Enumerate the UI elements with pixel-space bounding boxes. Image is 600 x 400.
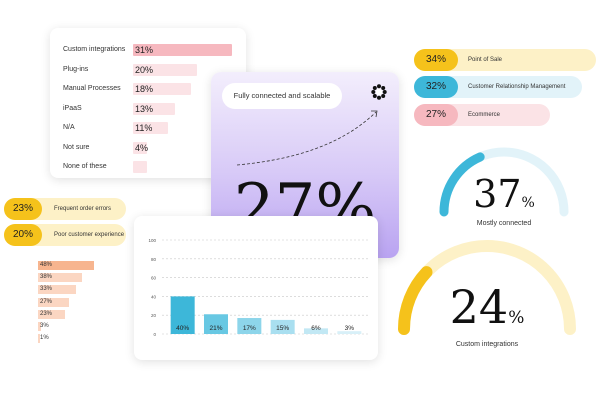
highlight-caption: Fully connected and scalable: [233, 91, 331, 100]
mini-bar: [38, 322, 42, 331]
mini-bar-value-label: 38%: [40, 274, 53, 281]
pill-label: Poor customer experience: [54, 232, 125, 238]
hbar-category-label: Custom integrations: [63, 46, 126, 53]
hbar-bar: [133, 83, 191, 95]
vbar-bar: [170, 296, 195, 334]
gauge1-unit: %: [521, 195, 535, 211]
mini-bar-value-label: 3%: [40, 323, 49, 329]
hbar-value-label: 4%: [135, 142, 149, 153]
gauge2-label: Custom integrations: [455, 341, 519, 348]
mini-bar: [38, 273, 83, 283]
gauge-fill: [398, 266, 433, 335]
mini-bar-value-label: 48%: [40, 262, 53, 268]
gauge2-readout: 24%: [392, 280, 582, 334]
hbar-value-label: 11%: [135, 123, 153, 133]
vbar-bar: [337, 331, 362, 334]
mini-bar-value-label: 27%: [40, 298, 53, 305]
gauge-fill: [439, 152, 485, 217]
hbar-bar: [133, 44, 233, 56]
pill-value: 34%: [414, 49, 458, 71]
gauge-mostly-connected: [439, 147, 569, 217]
hbar-row: Manual Processes 18%: [63, 82, 243, 96]
mini-bar: [38, 297, 70, 307]
hbar-bar: [133, 161, 147, 173]
hbar-bar: [133, 141, 147, 154]
vbar-value-label: 17%: [243, 325, 256, 332]
hbar-category-label: Manual Processes: [63, 85, 121, 92]
vertical-bar-chart: 100 80 60 40 20 0 40% 21% 17% 15% 6% 3%: [148, 238, 370, 337]
hbar-row: iPaaS 13%: [63, 102, 243, 116]
hbar-category-label: None of these: [63, 163, 107, 170]
hbar-value-label: 20%: [135, 64, 154, 75]
pill-label: Frequent order errors: [54, 206, 112, 212]
vbar-value-label: 21%: [209, 325, 222, 332]
vertical-bar-card: 100 80 60 40 20 0 40% 21% 17% 15% 6% 3%: [134, 216, 378, 360]
y-tick-label: 60: [151, 276, 157, 281]
vbar-bar: [270, 319, 295, 334]
trend-curve: [236, 110, 378, 166]
mini-bar: [38, 261, 94, 270]
burst-icon: [371, 84, 387, 100]
mini-bar-value-label: 33%: [40, 286, 53, 293]
hbar-value-label: 18%: [135, 84, 154, 94]
highlight-caption-pill: Fully connected and scalable: [222, 83, 342, 109]
y-tick-label: 100: [148, 238, 156, 243]
gauge1-readout: 37%: [434, 172, 574, 216]
pill-value: 32%: [414, 76, 458, 98]
vbar-value-label: 15%: [276, 325, 289, 332]
vbar-bar: [204, 314, 228, 334]
gauge1-value: 37: [473, 172, 522, 216]
pill-label: Customer Relationship Management: [468, 84, 566, 90]
pill-value: 27%: [414, 104, 458, 126]
pill-item: 23% Frequent order errors: [4, 198, 126, 220]
mini-bar: [38, 334, 40, 344]
hbar-bar: [133, 122, 169, 134]
y-tick-label: 20: [151, 313, 157, 318]
gauge-custom-integrations: [398, 240, 576, 335]
mini-bar: [38, 285, 77, 295]
hbar-category-label: N/A: [63, 124, 75, 131]
gauge2-value: 24: [449, 280, 509, 334]
mini-bar-value-label: 1%: [40, 335, 49, 342]
pill-value: 23%: [4, 198, 42, 220]
hbar-value-label: 31%: [135, 45, 154, 55]
hbar-row: Custom integrations 31%: [63, 43, 243, 57]
hbar-row: N/A 11%: [63, 121, 243, 135]
orange-bar-chart: 48% 38% 33% 27% 23% 3% 1%: [0, 258, 120, 348]
hbar-bar: [133, 102, 175, 115]
pill-value: 20%: [4, 224, 42, 246]
hbar-category-label: iPaaS: [63, 104, 82, 112]
mini-bar: [38, 309, 65, 319]
y-tick-label: 0: [153, 332, 156, 337]
pill-item: 34% Point of Sale: [414, 49, 596, 71]
gauge1-label: Mostly connected: [476, 220, 532, 227]
vbar-value-label: 3%: [345, 325, 355, 332]
y-tick-label: 80: [151, 257, 157, 262]
hbar-bar: [133, 63, 197, 76]
mini-bar-value-label: 23%: [40, 310, 53, 317]
integration-methods-chart: Custom integrations 31% Plug-ins 20% Manual …: [63, 43, 243, 173]
pill-label: Point of Sale: [468, 57, 503, 63]
pill-label: Ecommerce: [468, 112, 501, 118]
pill-item: 20% Poor customer experience: [4, 224, 126, 246]
gauge2-unit: %: [508, 308, 525, 328]
hbar-row: Not sure 4%: [63, 141, 243, 155]
pill-item: 27% Ecommerce: [414, 104, 550, 126]
hbar-row: Plug-ins 20%: [63, 63, 243, 77]
hbar-category-label: Not sure: [63, 143, 90, 151]
vbar-bar: [237, 318, 262, 334]
hbar-row: None of these: [63, 160, 243, 174]
vbar-value-label: 40%: [176, 325, 189, 332]
pill-item: 32% Customer Relationship Management: [414, 76, 582, 98]
vbar-bar: [304, 328, 328, 334]
hbar-category-label: Plug-ins: [63, 65, 89, 73]
vbar-value-label: 6%: [311, 325, 321, 332]
y-tick-label: 40: [151, 294, 157, 299]
hbar-value-label: 13%: [135, 103, 154, 114]
